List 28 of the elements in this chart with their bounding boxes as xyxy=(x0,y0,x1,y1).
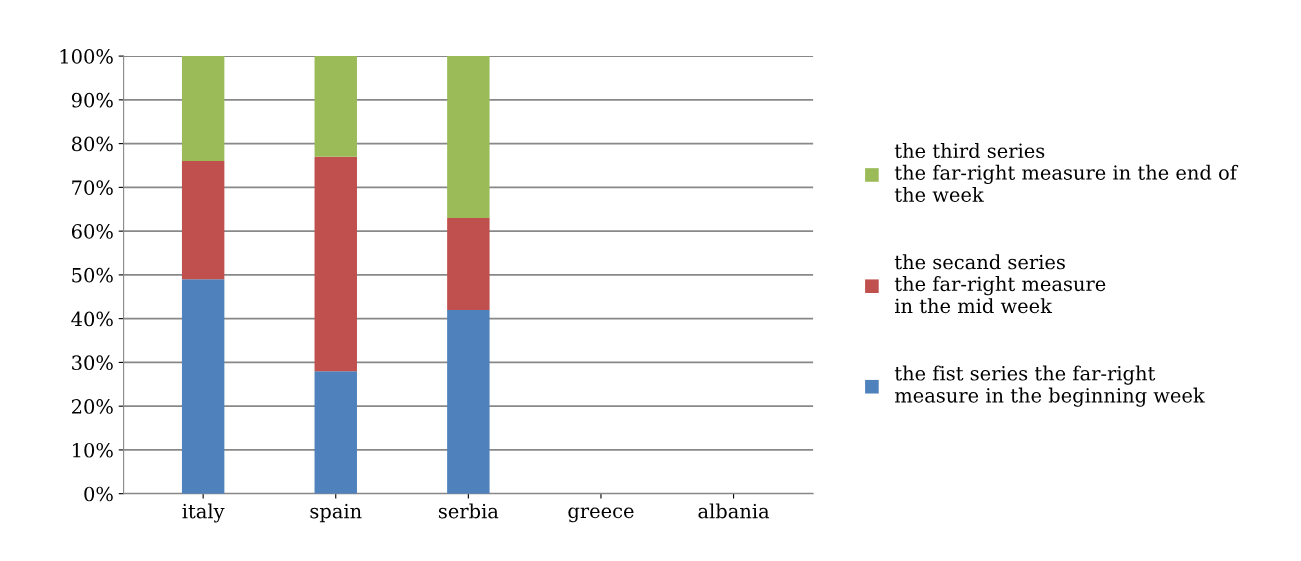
legend-label: the secand series the far-right measure in the mid week xyxy=(894,254,1106,314)
x-tick-label: serbia xyxy=(438,503,499,519)
y-tick-label: 50% xyxy=(72,267,113,283)
y-tick-label: 100% xyxy=(60,49,113,64)
y-tick-label: 40% xyxy=(71,311,113,327)
y-tick-label: 0% xyxy=(84,486,113,502)
legend-label: the third series the far-right measure in the end of the week xyxy=(894,143,1239,202)
y-tick-label: 10% xyxy=(73,442,113,458)
bar xyxy=(314,371,357,494)
y-tick-label: 80% xyxy=(71,136,113,152)
y-tick-label: 30% xyxy=(72,355,113,371)
y-tick-label: 90% xyxy=(71,92,113,108)
x-tick-label: greece xyxy=(568,507,634,523)
bar xyxy=(181,279,225,494)
bar xyxy=(447,309,490,494)
y-tick-label: 70% xyxy=(72,180,113,196)
x-tick-label: spain xyxy=(310,503,362,523)
bar xyxy=(181,56,225,162)
bar xyxy=(314,56,357,157)
y-tick-label: 20% xyxy=(71,399,113,414)
x-tick-label: albania xyxy=(698,503,770,519)
x-tick-label: italy xyxy=(182,503,225,523)
y-tick-label: 60% xyxy=(71,224,113,239)
legend-label: the fist series the far-right measure in the beginning week xyxy=(894,365,1205,407)
bar xyxy=(447,56,490,218)
bar xyxy=(314,156,357,372)
bar xyxy=(181,161,225,280)
bar xyxy=(447,218,490,310)
